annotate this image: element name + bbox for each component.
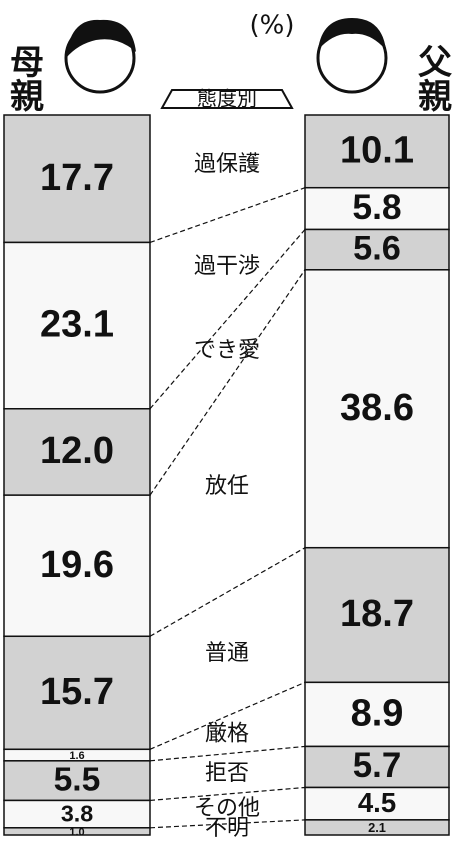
- header-box: [160, 89, 294, 109]
- category-label: 厳格: [205, 722, 249, 747]
- value-label: 3.8: [61, 800, 93, 826]
- category-label: 過保護: [194, 152, 260, 177]
- segment: [304, 786, 450, 821]
- connector: [149, 681, 306, 750]
- value-label: 38.6: [340, 387, 414, 429]
- connector: [149, 786, 306, 802]
- value-label: 2.1: [368, 820, 386, 835]
- value-label: 23.1: [40, 304, 114, 346]
- value-label: 5.5: [54, 762, 101, 799]
- category-label: 拒否: [205, 761, 249, 786]
- segment: [304, 681, 450, 748]
- segment: [3, 241, 151, 410]
- unit-label: (%): [250, 11, 295, 41]
- mother-face: [64, 19, 136, 94]
- segment: [304, 228, 450, 271]
- category-label: 不明: [205, 816, 249, 841]
- category-label: 過干渉: [194, 254, 260, 279]
- value-label: 17.7: [40, 157, 114, 199]
- father-face: [316, 18, 388, 94]
- category-label: 普通: [205, 641, 249, 666]
- segment: [304, 269, 450, 549]
- category-label: 放任: [205, 474, 249, 499]
- connector: [149, 187, 306, 244]
- connector: [149, 745, 306, 762]
- segment: [3, 494, 151, 638]
- value-label: 8.9: [351, 692, 404, 734]
- connector: [149, 819, 306, 829]
- connector: [149, 269, 306, 496]
- connector: [149, 547, 306, 637]
- segment: [3, 799, 151, 829]
- segment: [3, 408, 151, 496]
- value-label: 4.5: [358, 787, 396, 818]
- legend-left: 母親: [4, 44, 44, 112]
- value-label: 1.6: [69, 750, 84, 762]
- segment: [304, 114, 450, 189]
- value-label: 5.6: [353, 230, 401, 268]
- value-label: 5.7: [353, 746, 401, 785]
- category-label: その他: [194, 796, 260, 821]
- value-label: 1.0: [69, 826, 84, 838]
- segment: [304, 186, 450, 231]
- segment: [3, 114, 151, 244]
- header-title: 態度別: [197, 87, 257, 111]
- value-label: 15.7: [40, 671, 114, 713]
- segment: [304, 546, 450, 684]
- value-label: 18.7: [340, 593, 414, 635]
- value-label: 10.1: [340, 129, 414, 171]
- segment: [304, 819, 450, 836]
- legend-right: 父親: [412, 44, 452, 112]
- value-label: 19.6: [40, 544, 114, 586]
- segment: [304, 745, 450, 789]
- segment: [3, 827, 151, 836]
- value-label: 12.0: [40, 430, 114, 472]
- category-label: でき愛: [194, 338, 260, 363]
- value-label: 5.8: [352, 187, 401, 227]
